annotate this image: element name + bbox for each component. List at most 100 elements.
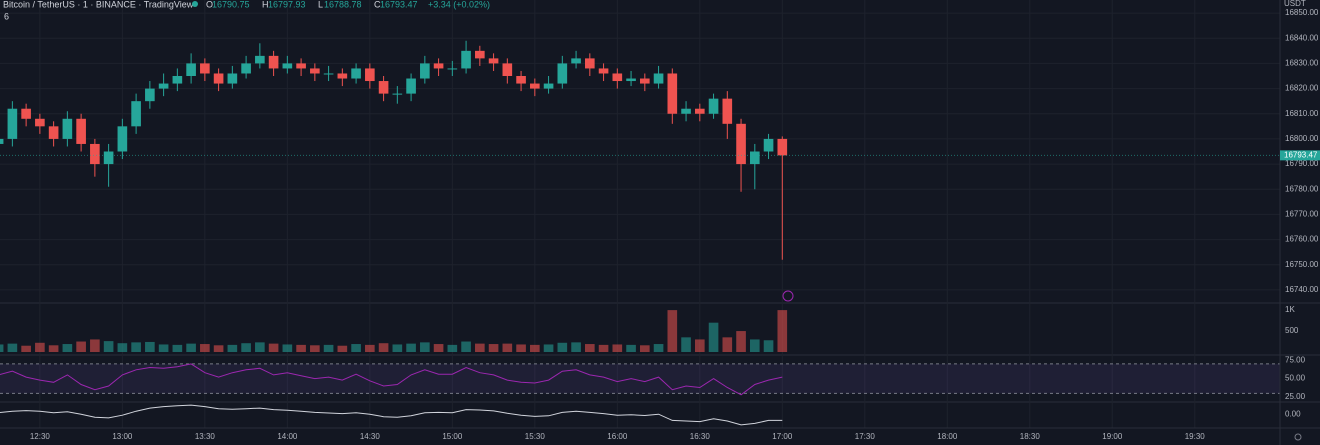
x-tick-label: 19:30 [1185,432,1206,441]
y-tick-label: 16800.00 [1285,134,1319,143]
volume-bar [145,341,155,352]
candle-body [736,123,746,165]
x-tick-label: 19:00 [1102,432,1123,441]
candle-body [667,73,678,114]
volume-bar [365,344,375,352]
candle-body [530,83,540,89]
volume-bar [337,345,348,352]
volume-bar [626,344,636,352]
x-tick-label: 13:00 [112,432,133,441]
candle-body [296,63,306,69]
volume-bar [35,342,45,352]
symbol: Bitcoin / TetherUS · 1 · BINANCE · Tradi… [3,0,194,9]
x-tick-label: 17:30 [855,432,876,441]
volume-bar [585,344,595,352]
candle-body [90,143,100,165]
change: +3.34 (+0.02%) [428,0,490,9]
x-tick-label: 14:00 [277,432,298,441]
volume-bar [763,340,774,352]
candle-body [502,63,513,77]
volume-bar [488,344,499,352]
candle-body [626,78,636,82]
x-tick-label: 16:30 [690,432,711,441]
candle-body [447,68,458,70]
candle-body [186,63,196,77]
candle-body [145,88,155,102]
ohlc-value: 16790.75 [212,0,250,9]
y-tick-label: 1K [1285,305,1295,314]
x-tick-label: 16:00 [607,432,628,441]
candle-body [378,81,389,94]
ohlc-key: O [206,0,213,9]
rsi-line [0,363,783,396]
volume-bar [722,337,733,352]
candle-body [48,126,59,139]
volume-bar [543,344,554,352]
volume-bar [323,344,334,352]
y-tick-label: 16780.00 [1285,184,1319,193]
candle-body [172,76,183,84]
candle-body [708,98,719,114]
candle-body [406,78,416,94]
volume-bar [461,341,471,352]
volume-bar [406,343,416,352]
y-tick-label: 50.00 [1285,374,1306,383]
y-tick-label: 16760.00 [1285,235,1319,244]
candle-body [255,55,265,64]
y-tick-label: 16820.00 [1285,84,1319,93]
y-tick-label: 16840.00 [1285,33,1319,42]
volume-bar [310,345,320,352]
candle-body [76,118,86,144]
candle-body [681,108,691,114]
volume-bar [447,344,458,352]
ohlc-value: 16788.78 [324,0,362,9]
candle-body [103,151,114,165]
event-icon[interactable] [782,290,794,302]
volume-bar [516,344,526,352]
volume-bar [612,344,623,352]
volume-bar [158,344,169,352]
candle-body [543,83,554,89]
candle-body [213,73,224,84]
volume-bar [598,344,609,352]
volume-bar [0,344,4,352]
candle-body [461,50,471,69]
candle-body [337,73,348,79]
candle-body [612,73,623,82]
candle-body [0,138,4,144]
candle-body [200,63,210,74]
status-dot [192,1,198,7]
y-tick-label: 16810.00 [1285,109,1319,118]
volume-bar [186,343,196,352]
volume-bar [172,344,183,352]
candle-body [585,58,595,69]
candle-body [557,63,568,84]
candle-body [488,58,499,64]
candle-body [62,118,73,139]
volume-bar [557,342,568,352]
candle-body [763,138,774,152]
volume-bar [420,342,430,352]
volume-bar [777,310,788,352]
candle-body [282,63,293,69]
candle-body [323,73,334,75]
y-tick-label: 16850.00 [1285,8,1319,17]
y-tick-label: 25.00 [1285,392,1306,401]
rsi-band [0,363,1280,394]
volume-bar [475,343,485,352]
candle-body [158,83,169,89]
candle-body [640,78,650,84]
ohlc-value: 16797.93 [268,0,306,9]
x-tick-label: 18:00 [937,432,958,441]
volume-bar [7,343,18,352]
volume-bar [268,343,279,352]
settings-icon[interactable] [1294,433,1302,441]
candle-body [433,63,444,69]
volume-bar [640,345,650,352]
volume-bar [227,344,238,352]
volume-bar [90,339,100,352]
candle-body [722,98,733,124]
y-tick-label: 500 [1285,326,1299,335]
currency: USDT [1284,0,1306,8]
candle-body [351,68,361,79]
